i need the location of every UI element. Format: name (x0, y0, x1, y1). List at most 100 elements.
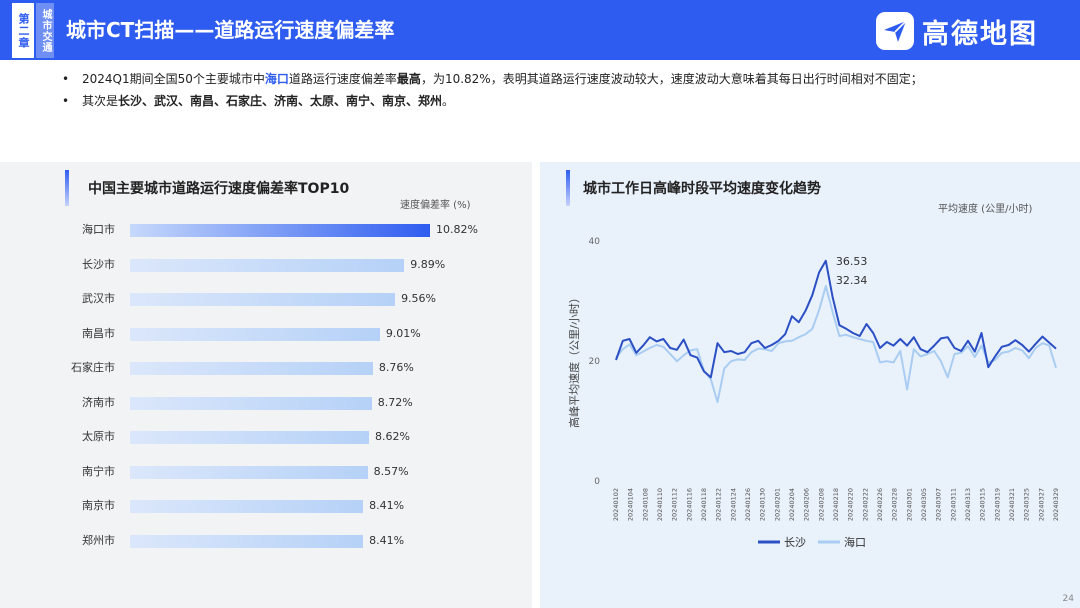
bullet-2-bold: 长沙、武汉、南昌、石家庄、济南、太原、南宁、南京、郑州 (118, 94, 443, 108)
bar-row: 南昌市 9.01% (0, 326, 532, 342)
bar-category-label: 南京市 (82, 499, 115, 512)
bar-value-label: 8.62% (375, 430, 410, 443)
bullet-1-mid: 道路运行速度偏差率 (288, 72, 397, 86)
bar (130, 327, 380, 341)
paper-plane-icon (876, 12, 914, 50)
bullet-1-highlight: 海口 (264, 72, 289, 86)
x-tick-label: 20240315 (979, 488, 987, 521)
x-tick-label: 20240313 (964, 488, 972, 521)
x-tick-label: 20240301 (905, 488, 913, 521)
x-tick-label: 20240206 (803, 488, 811, 521)
bar-value-label: 9.01% (385, 326, 421, 340)
chapter-label: 第二章 (12, 3, 34, 58)
bar-category-label: 郑州市 (82, 533, 115, 547)
bar (130, 396, 372, 410)
left-panel-accent (65, 170, 69, 206)
bar (130, 293, 396, 306)
x-tick-label: 20240218 (832, 488, 840, 521)
summary-bullets: 2024Q1期间全国50个主要城市中海口道路运行速度偏差率最高，为10.82%，… (62, 68, 1062, 112)
bar (130, 362, 373, 375)
bar-category-label: 济南市 (82, 395, 115, 409)
bullet-1-post: ，为10.82%，表明其道路运行速度波动较大，速度波动大意味着其每日出行时间相对… (420, 72, 923, 86)
bullet-2-pre: 其次是 (82, 94, 119, 108)
bar-row: 济南市 8.72% (0, 395, 532, 411)
bar-category-label: 长沙市 (82, 257, 115, 271)
bullet-1-pre: 2024Q1期间全国50个主要城市中 (82, 72, 265, 86)
x-tick-label: 20240201 (773, 488, 781, 521)
x-tick-label: 20240124 (729, 488, 737, 521)
bar (130, 224, 430, 237)
bullet-1: 2024Q1期间全国50个主要城市中海口道路运行速度偏差率最高，为10.82%，… (62, 68, 1062, 90)
x-tick-label: 20240327 (1037, 488, 1045, 521)
bar (130, 431, 369, 444)
x-tick-label: 20240321 (1008, 488, 1016, 521)
peak-annotation: 36.53 (836, 255, 868, 268)
y-axis-title: 高峰平均速度（公里/小时） (567, 292, 581, 428)
bar-value-label: 8.76% (378, 361, 414, 374)
series-line-haikou (615, 285, 1057, 403)
x-tick-label: 20240102 (612, 488, 620, 521)
bar-category-label: 南昌市 (82, 326, 115, 340)
page-number: 24 (1062, 594, 1074, 604)
bar-category-label: 海口市 (82, 223, 115, 236)
y-tick-label: 0 (594, 477, 600, 487)
bar-row: 太原市 8.62% (0, 429, 532, 445)
amap-logo: 高德地图 (876, 11, 1038, 51)
bar-value-label: 8.57% (373, 464, 409, 478)
x-tick-label: 20240108 (641, 488, 649, 521)
x-tick-label: 20240118 (700, 488, 708, 521)
bar-value-label: 9.56% (401, 292, 437, 305)
bar-row: 海口市 10.82% (0, 222, 532, 238)
left-panel-title: 中国主要城市道路运行速度偏差率TOP10 (88, 181, 350, 197)
bar-category-label: 南宁市 (82, 464, 115, 478)
x-tick-label: 20240222 (861, 488, 869, 521)
x-tick-label: 20240126 (744, 488, 752, 521)
bar (130, 500, 364, 513)
bar-value-label: 8.41% (369, 499, 405, 512)
bar-row: 郑州市 8.41% (0, 533, 532, 549)
bar-value-label: 8.72% (377, 395, 413, 409)
x-tick-label: 20240204 (788, 488, 796, 521)
page-title: 城市CT扫描——道路运行速度偏差率 (66, 18, 395, 42)
x-tick-label: 20240110 (656, 488, 664, 521)
peak-annotation: 32.34 (836, 274, 868, 287)
bar-row: 南京市 8.41% (0, 498, 532, 514)
line-chart: 高峰平均速度（公里/小时） 0 20 40 20240102 20240104 202401… (567, 237, 1060, 549)
bar (130, 258, 405, 272)
bar-category-label: 武汉市 (82, 292, 115, 305)
x-tick-label: 20240226 (876, 488, 884, 521)
bar-category-label: 太原市 (82, 430, 115, 443)
header-bar: 第二章 城市交通 城市CT扫描——道路运行速度偏差率 高德地图 (0, 0, 1080, 60)
x-tick-label: 20240116 (685, 488, 693, 521)
x-tick-label: 20240220 (847, 488, 855, 521)
bar-row: 石家庄市 8.76% (0, 360, 532, 376)
bar-unit-label: 速度偏差率 (%) (400, 200, 471, 211)
bar (130, 465, 368, 479)
legend-label-changsha: 长沙 (784, 536, 806, 549)
x-tick-label: 20240228 (891, 488, 899, 521)
bar-value-label: 9.89% (410, 257, 446, 271)
right-panel-title: 城市工作日高峰时段平均速度变化趋势 (583, 181, 821, 197)
x-tick-label: 20240112 (671, 488, 679, 521)
x-tick-label: 20240329 (1052, 488, 1060, 521)
logo-text: 高德地图 (922, 18, 1038, 50)
bullet-1-bold: 最高 (396, 72, 421, 86)
x-tick-label: 20240307 (935, 488, 943, 521)
line-unit-label: 平均速度 (公里/小时) (938, 204, 1033, 215)
x-tick-label: 20240130 (759, 488, 767, 521)
section-label: 城市交通 (36, 3, 54, 58)
x-tick-label: 20240311 (949, 488, 957, 521)
bar-row: 南宁市 8.57% (0, 464, 532, 480)
left-panel: 中国主要城市道路运行速度偏差率TOP10 速度偏差率 (%) 海口市 10.82%… (0, 162, 532, 608)
bar-value-label: 8.41% (369, 533, 405, 547)
right-panel-accent (566, 170, 570, 206)
x-tick-label: 20240208 (817, 488, 825, 521)
bullet-2: 其次是长沙、武汉、南昌、石家庄、济南、太原、南宁、南京、郑州。 (62, 90, 1062, 112)
bar (130, 534, 364, 548)
series-line-changsha (615, 259, 1057, 379)
legend-label-haikou: 海口 (844, 535, 866, 549)
bar-row: 武汉市 9.56% (0, 291, 532, 307)
bar-category-label: 石家庄市 (71, 361, 115, 374)
x-tick-label: 20240104 (627, 488, 635, 521)
bar-row: 长沙市 9.89% (0, 257, 532, 273)
